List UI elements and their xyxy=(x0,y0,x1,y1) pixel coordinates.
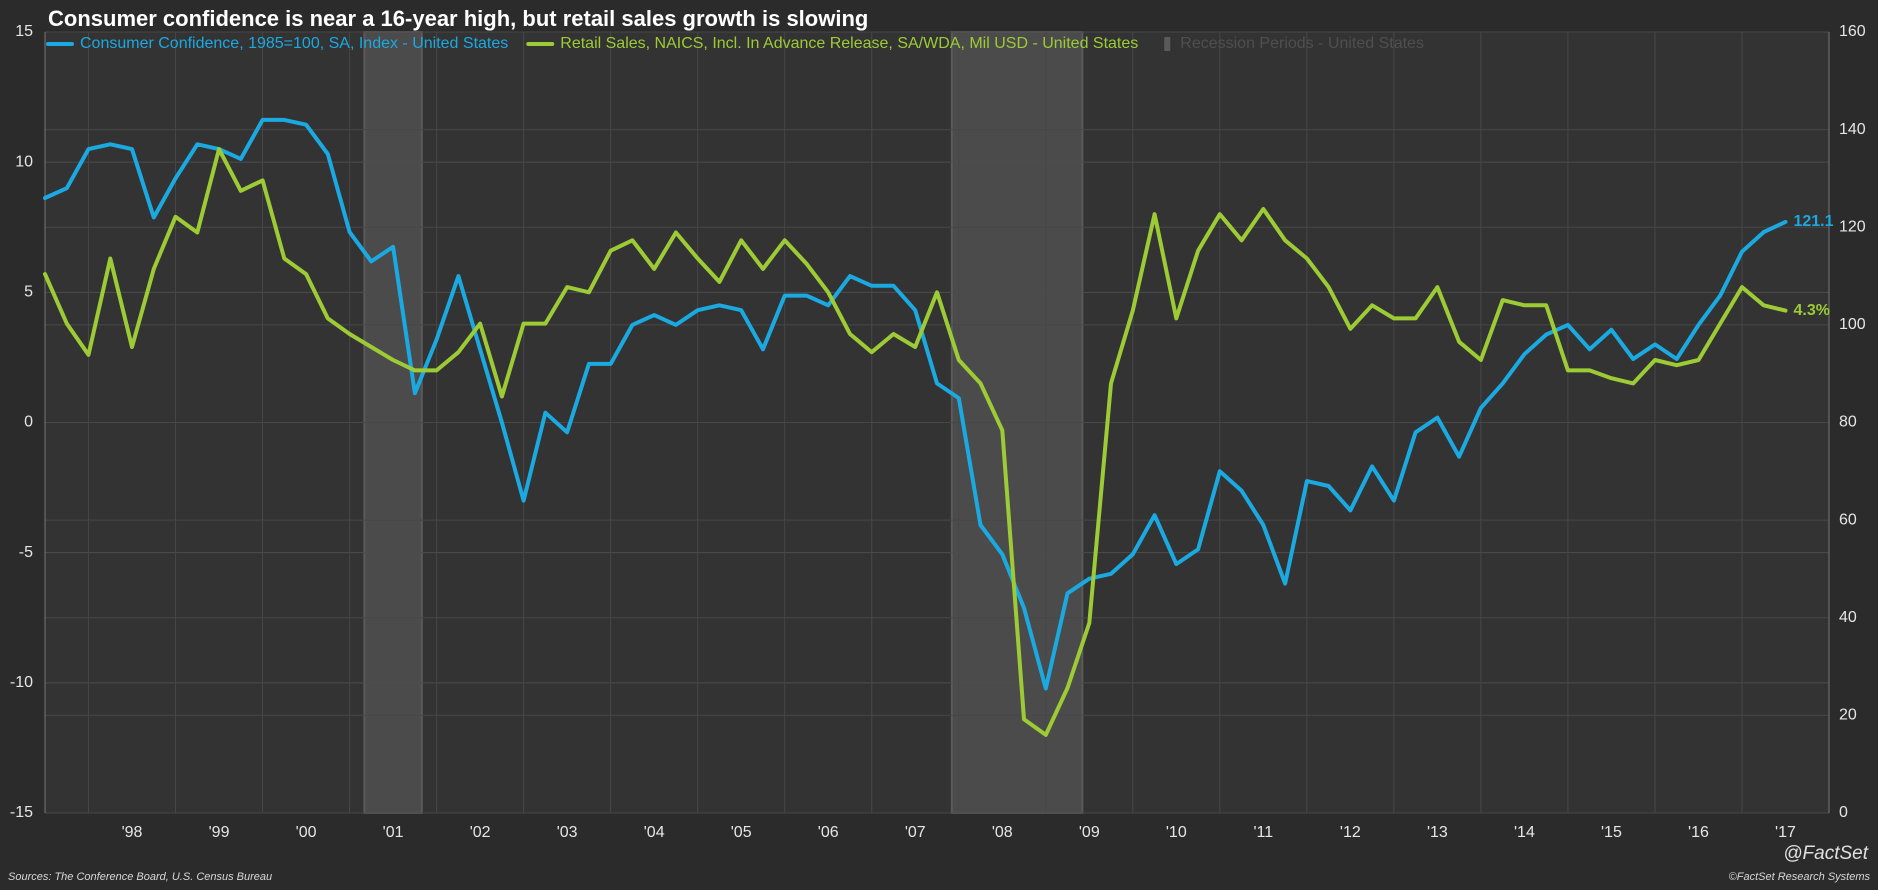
y2-tick-label: 100 xyxy=(1839,316,1866,333)
y-tick-label: 15 xyxy=(15,23,33,40)
x-tick-label: '01 xyxy=(383,824,404,841)
y-tick-label: 10 xyxy=(15,153,33,170)
x-tick-label: '15 xyxy=(1601,824,1622,841)
y2-tick-label: 120 xyxy=(1839,218,1866,235)
x-tick-label: '03 xyxy=(557,824,578,841)
y2-tick-label: 80 xyxy=(1839,414,1857,431)
series-line xyxy=(43,147,1788,737)
x-tick-label: '13 xyxy=(1427,824,1448,841)
series-line xyxy=(43,117,1788,691)
x-tick-label: '06 xyxy=(818,824,839,841)
legend-label: Retail Sales, NAICS, Incl. In Advance Re… xyxy=(560,35,1138,52)
x-tick-label: '11 xyxy=(1254,824,1274,841)
legend-swatch xyxy=(1164,37,1171,51)
x-tick-label: '08 xyxy=(992,824,1013,841)
chart-title: Consumer confidence is near a 16-year hi… xyxy=(48,6,868,31)
y2-tick-label: 140 xyxy=(1839,121,1866,138)
x-tick-label: '04 xyxy=(644,824,665,841)
x-tick-label: '98 xyxy=(122,824,143,841)
source: Sources: The Conference Board, U.S. Cens… xyxy=(8,871,272,883)
x-tick-label: '12 xyxy=(1340,824,1361,841)
y-tick-label: -10 xyxy=(10,674,33,691)
y-tick-label: 0 xyxy=(24,414,33,431)
x-tick-label: '10 xyxy=(1166,824,1187,841)
y2-tick-label: 0 xyxy=(1839,804,1848,821)
legend-label: Recession Periods - United States xyxy=(1180,35,1424,52)
y-tick-label: -5 xyxy=(19,544,33,561)
x-tick-label: '02 xyxy=(470,824,491,841)
y-tick-label: -15 xyxy=(10,804,33,821)
end-label: 121.1 xyxy=(1793,213,1833,230)
y2-tick-label: 20 xyxy=(1839,707,1857,724)
x-tick-label: '99 xyxy=(209,824,230,841)
y-tick-label: 5 xyxy=(24,284,33,301)
x-tick-label: '14 xyxy=(1514,824,1535,841)
brand: @FactSet xyxy=(1783,843,1868,864)
y2-tick-label: 160 xyxy=(1839,23,1866,40)
x-tick-label: '00 xyxy=(296,824,317,841)
x-tick-label: '05 xyxy=(731,824,752,841)
x-tick-label: '17 xyxy=(1775,824,1796,841)
x-tick-label: '07 xyxy=(905,824,926,841)
copyright: ©FactSet Research Systems xyxy=(1729,871,1871,883)
legend-label: Consumer Confidence, 1985=100, SA, Index… xyxy=(80,35,508,52)
x-tick-label: '09 xyxy=(1079,824,1100,841)
y2-tick-label: 40 xyxy=(1839,609,1857,626)
x-tick-label: '16 xyxy=(1688,824,1709,841)
end-label: 4.3% xyxy=(1793,302,1829,319)
y2-tick-label: 60 xyxy=(1839,511,1857,528)
